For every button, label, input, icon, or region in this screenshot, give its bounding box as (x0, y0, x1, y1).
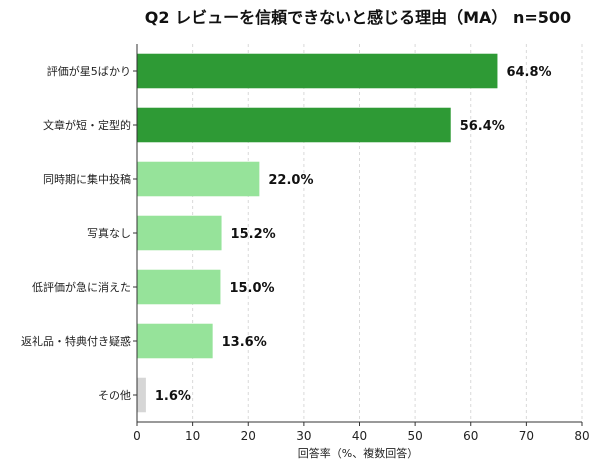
category-label: 同時期に集中投稿 (43, 172, 131, 186)
bars (137, 53, 498, 413)
value-label: 1.6% (155, 389, 191, 404)
x-tick-labels: 0 10 20 30 40 50 60 70 80 (133, 422, 590, 443)
value-labels: 64.8% 56.4% 22.0% 15.2% 15.0% 13.6% 1.6% (155, 65, 552, 404)
category-labels: 評価が星5ばかり文章が短・定型的同時期に集中投稿写真なし低評価が急に消えた返礼品… (21, 64, 137, 402)
category-label: その他 (98, 389, 131, 402)
category-label: 低評価が急に消えた (32, 280, 131, 294)
category-label: 文章が短・定型的 (43, 118, 131, 132)
value-label: 13.6% (222, 335, 267, 350)
x-tick-label: 70 (519, 429, 534, 443)
value-label: 56.4% (460, 119, 505, 134)
value-label: 64.8% (506, 65, 551, 80)
grid-lines (192, 44, 583, 422)
bar (137, 323, 213, 359)
x-tick-label: 0 (133, 429, 141, 443)
bar (137, 107, 451, 143)
category-label: 返礼品・特典付き疑惑 (21, 334, 131, 348)
x-tick-label: 20 (241, 429, 256, 443)
value-label: 22.0% (268, 173, 313, 188)
value-label: 15.0% (229, 281, 274, 296)
x-tick-label: 60 (463, 429, 478, 443)
x-tick-label: 50 (407, 429, 422, 443)
bar (137, 377, 146, 413)
x-tick-label: 40 (352, 429, 367, 443)
x-tick-label: 80 (574, 429, 589, 443)
chart-title: Q2 レビューを信頼できないと感じる理由（MA） n=500 (145, 8, 571, 27)
bar (137, 215, 222, 251)
x-axis-label: 回答率（%、複数回答） (298, 446, 418, 460)
category-label: 評価が星5ばかり (47, 64, 131, 78)
bar (137, 161, 260, 197)
bar (137, 53, 498, 89)
category-label: 写真なし (87, 226, 131, 240)
bar (137, 269, 221, 305)
x-tick-label: 30 (296, 429, 311, 443)
x-tick-label: 10 (185, 429, 200, 443)
value-label: 15.2% (231, 227, 276, 242)
